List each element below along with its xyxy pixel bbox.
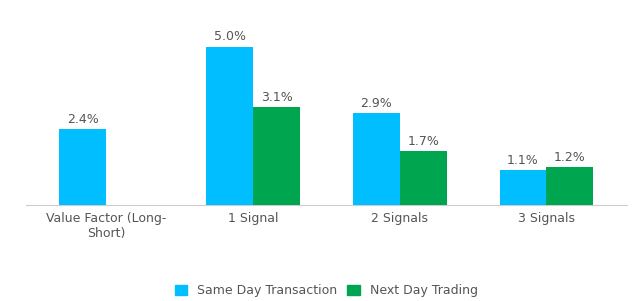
Bar xyxy=(253,107,300,205)
Text: 1.7%: 1.7% xyxy=(407,135,439,148)
Text: 2.9%: 2.9% xyxy=(360,97,392,110)
Bar xyxy=(400,151,447,205)
Text: 1.1%: 1.1% xyxy=(507,154,539,167)
Bar xyxy=(500,170,547,205)
Text: 2.4%: 2.4% xyxy=(67,113,99,126)
Bar xyxy=(60,129,106,205)
Text: 1.2%: 1.2% xyxy=(554,150,586,163)
Bar xyxy=(206,47,253,205)
Bar xyxy=(547,167,593,205)
Legend: Same Day Transaction, Next Day Trading: Same Day Transaction, Next Day Trading xyxy=(175,284,478,297)
Bar xyxy=(353,113,400,205)
Text: 3.1%: 3.1% xyxy=(260,91,292,104)
Text: 5.0%: 5.0% xyxy=(214,30,246,44)
